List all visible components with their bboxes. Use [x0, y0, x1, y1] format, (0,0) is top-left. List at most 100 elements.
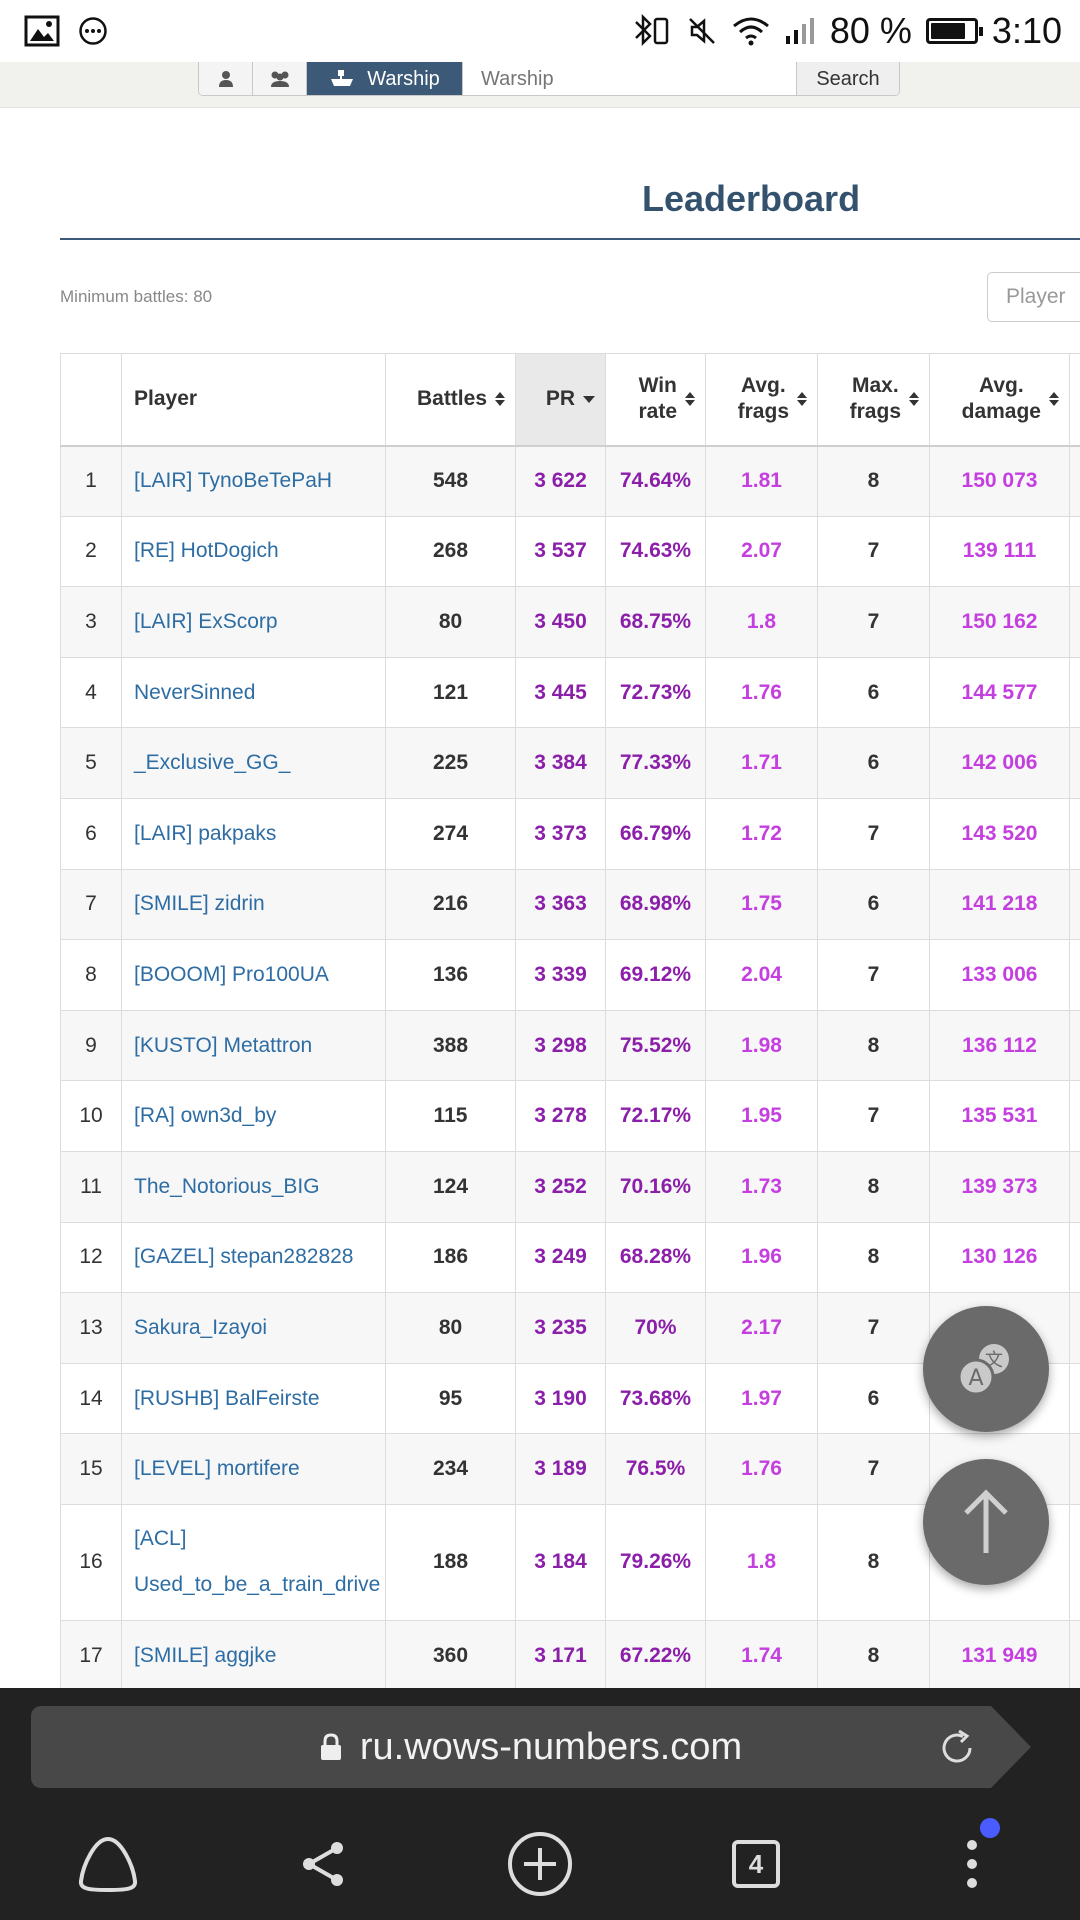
player-name-line[interactable]: Used_to_be_a_train_drive [134, 1573, 381, 1597]
player-link[interactable]: _Exclusive_GG_ [121, 727, 386, 799]
col-avgfrags-header[interactable]: Avg. frags [705, 353, 818, 446]
search-player-button[interactable] [199, 62, 253, 95]
player-link[interactable]: [GAZEL] stepan282828 [121, 1221, 386, 1294]
winrate-header-label-1: Win [638, 374, 677, 397]
player-name-line[interactable]: [ACL] [134, 1527, 187, 1551]
pr-cell: 3 363 [515, 868, 606, 941]
battery-percent: 80 % [829, 10, 912, 51]
avg-frags-cell: 1.8 [705, 586, 818, 658]
player-filter-input[interactable]: Player [987, 272, 1080, 322]
avg-frags-cell: 1.74 [705, 1619, 818, 1688]
col-pr-header[interactable]: PR [515, 353, 606, 446]
table-row: 15 [LEVEL] mortifere 234 3 189 76.5% 1.76 7 [60, 1433, 1080, 1505]
player-link[interactable]: [RUSHB] BalFeirste [121, 1362, 386, 1435]
address-bar[interactable]: ru.wows-numbers.com [31, 1706, 1031, 1788]
translate-button[interactable]: 文 A [923, 1306, 1049, 1432]
avg-frags-cell: 2.17 [705, 1292, 818, 1364]
menu-button[interactable] [922, 1814, 1022, 1914]
battles-cell: 136 [385, 939, 516, 1011]
battles-cell: 274 [385, 797, 516, 870]
max-frags-cell: 8 [817, 1619, 930, 1688]
next-col-cell [1069, 515, 1080, 588]
search-button[interactable]: Search [796, 62, 899, 95]
next-col-cell [1069, 1009, 1080, 1082]
player-link[interactable]: NeverSinned [121, 656, 386, 729]
next-col-cell [1069, 1221, 1080, 1294]
search-warship-button[interactable]: Warship [307, 62, 462, 95]
next-col-cell [1069, 939, 1080, 1011]
table-row: 5 _Exclusive_GG_ 225 3 384 77.33% 1.71 6 142 00… [60, 727, 1080, 799]
rank-cell: 3 [60, 586, 122, 658]
player-link[interactable]: [LEVEL] mortifere [121, 1433, 386, 1505]
search-input[interactable] [462, 62, 796, 95]
next-col-cell [1069, 868, 1080, 941]
share-button[interactable] [274, 1814, 374, 1914]
new-tab-button[interactable] [490, 1814, 590, 1914]
col-maxfrags-header[interactable]: Max. frags [817, 353, 930, 446]
col-battles-header[interactable]: Battles [385, 353, 516, 446]
max-frags-cell: 7 [817, 515, 930, 588]
pr-cell: 3 384 [515, 727, 606, 799]
table-row: 13 Sakura_Izayoi 80 3 235 70% 2.17 7 [60, 1292, 1080, 1364]
leaderboard-table: Player Battles PR Win rate Avg. frags Max.… [60, 353, 1080, 1688]
battles-cell: 225 [385, 727, 516, 799]
avgdamage-header-label-2: damage [961, 400, 1041, 424]
avgdamage-header-label-1: Avg. [978, 374, 1024, 397]
player-link[interactable]: [BOOOM] Pro100UA [121, 939, 386, 1011]
player-link[interactable]: [LAIR] pakpaks [121, 797, 386, 870]
pr-cell: 3 450 [515, 586, 606, 658]
player-link[interactable]: The_Notorious_BIG [121, 1150, 386, 1223]
col-avgdamage-header[interactable]: Avg. damage [929, 353, 1070, 446]
users-icon [270, 71, 289, 87]
bluetooth-icon [634, 14, 669, 47]
winrate-cell: 72.17% [605, 1080, 706, 1152]
max-frags-cell: 6 [817, 868, 930, 941]
player-link[interactable]: [RA] own3d_by [121, 1080, 386, 1152]
rank-cell: 2 [60, 515, 122, 588]
sort-icon [909, 392, 919, 407]
next-col-cell [1069, 1433, 1080, 1505]
player-link[interactable]: [RE] HotDogich [121, 515, 386, 588]
svg-text:A: A [968, 1366, 983, 1391]
sort-icon [685, 392, 695, 407]
player-link[interactable]: [LAIR] ExScorp [121, 586, 386, 658]
search-clan-button[interactable] [253, 62, 307, 95]
player-link[interactable]: [SMILE] aggjke [121, 1619, 386, 1688]
player-link[interactable]: [KUSTO] Metattron [121, 1009, 386, 1082]
battles-cell: 188 [385, 1503, 516, 1621]
min-battles-note: Minimum battles: 80 [60, 287, 213, 306]
player-link[interactable]: [SMILE] zidrin [121, 868, 386, 941]
wifi-icon [732, 17, 769, 46]
max-frags-cell: 8 [817, 1503, 930, 1621]
battles-cell: 216 [385, 868, 516, 941]
avg-damage-cell: 150 162 [929, 586, 1070, 658]
avg-frags-cell: 1.98 [705, 1009, 818, 1082]
rank-cell: 4 [60, 656, 122, 729]
status-bar: 80 % 3:10 [0, 0, 1080, 62]
col-winrate-header[interactable]: Win rate [605, 353, 706, 446]
player-link[interactable]: [ACL] Used_to_be_a_train_drive [121, 1503, 386, 1621]
rank-cell: 1 [60, 445, 122, 517]
player-link[interactable]: [LAIR] TynoBeTePaH [121, 445, 386, 517]
browser-home-icon [78, 1836, 138, 1893]
ship-icon [331, 70, 354, 86]
table-row: 3 [LAIR] ExScorp 80 3 450 68.75% 1.8 7 150 162 [60, 586, 1080, 658]
table-row: 17 [SMILE] aggjke 360 3 171 67.22% 1.74 8 131 9… [60, 1619, 1080, 1688]
sort-icon [797, 392, 807, 407]
rank-cell: 7 [60, 868, 122, 941]
home-button[interactable] [58, 1814, 158, 1914]
tabs-button[interactable]: 4 [706, 1814, 806, 1914]
rank-cell: 6 [60, 797, 122, 870]
table-row: 4 NeverSinned 121 3 445 72.73% 1.76 6 144 577 [60, 656, 1080, 729]
max-frags-cell: 7 [817, 1292, 930, 1364]
pr-cell: 3 278 [515, 1080, 606, 1152]
winrate-cell: 79.26% [605, 1503, 706, 1621]
scroll-to-top-button[interactable] [923, 1459, 1049, 1585]
reload-icon[interactable] [937, 1728, 977, 1768]
rank-cell: 9 [60, 1009, 122, 1082]
browser-nav: 4 [0, 1808, 1080, 1920]
next-col-cell [1069, 727, 1080, 799]
winrate-cell: 66.79% [605, 797, 706, 870]
player-link[interactable]: Sakura_Izayoi [121, 1292, 386, 1364]
winrate-cell: 67.22% [605, 1619, 706, 1688]
